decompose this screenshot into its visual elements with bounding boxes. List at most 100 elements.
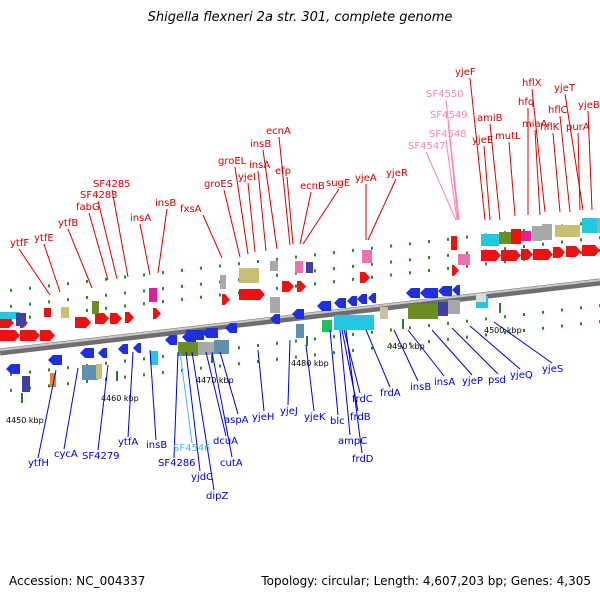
gene-label[interactable]: hflX (522, 78, 542, 89)
feature-box[interactable] (532, 226, 542, 241)
gene-label[interactable]: SF4548 (429, 129, 467, 140)
reverse-gene-arrow[interactable] (118, 344, 128, 354)
gene-label[interactable]: fxsA (180, 204, 202, 215)
reverse-gene-arrow[interactable] (334, 298, 346, 308)
reverse-gene-arrow[interactable] (270, 314, 280, 324)
gene-label[interactable]: SF4550 (426, 89, 464, 100)
feature-box[interactable] (322, 320, 332, 332)
gene-label[interactable]: SF4283 (80, 190, 118, 201)
feature-box[interactable] (582, 218, 597, 233)
feature-box[interactable] (92, 301, 99, 314)
gene-label[interactable]: ytfH (28, 458, 49, 469)
gene-label[interactable]: insB (410, 382, 431, 393)
reverse-gene-arrow[interactable] (6, 364, 20, 374)
gene-label[interactable]: yjeH (252, 412, 274, 423)
gene-label[interactable]: yjeS (542, 364, 563, 375)
gene-label[interactable]: hflK (540, 122, 560, 133)
forward-gene-arrow[interactable] (153, 308, 161, 319)
gene-label[interactable]: yjeA (355, 173, 377, 184)
gene-label[interactable]: sugE (326, 178, 350, 189)
feature-box[interactable] (214, 340, 229, 354)
feature-box[interactable] (22, 376, 30, 392)
forward-gene-arrow[interactable] (75, 317, 91, 328)
gene-label[interactable]: yjeB (578, 100, 600, 111)
gene-label[interactable]: yjeQ (510, 370, 533, 381)
gene-label[interactable]: yjeJ (280, 406, 298, 417)
feature-box[interactable] (270, 261, 278, 271)
feature-box[interactable] (521, 231, 531, 241)
forward-gene-arrow[interactable] (282, 281, 294, 292)
feature-box[interactable] (542, 224, 552, 240)
forward-gene-arrow[interactable] (297, 281, 306, 292)
feature-box[interactable] (198, 342, 214, 355)
forward-gene-arrow[interactable] (40, 330, 55, 341)
gene-label[interactable]: insA (434, 377, 455, 388)
gene-label[interactable]: SF4546 (173, 443, 211, 454)
gene-label[interactable]: cutA (220, 458, 243, 469)
feature-box[interactable] (481, 234, 499, 246)
feature-box[interactable] (597, 218, 600, 233)
forward-gene-arrow[interactable] (222, 294, 230, 305)
forward-gene-arrow[interactable] (533, 249, 553, 260)
reverse-gene-arrow[interactable] (368, 293, 376, 303)
feature-box[interactable] (306, 262, 313, 273)
forward-gene-arrow[interactable] (125, 312, 134, 323)
gene-label[interactable]: ytfF (10, 238, 29, 249)
forward-gene-arrow[interactable] (20, 330, 40, 341)
reverse-gene-arrow[interactable] (80, 348, 94, 358)
gene-label[interactable]: yjeK (304, 412, 326, 423)
gene-label[interactable]: SF4549 (430, 110, 468, 121)
forward-gene-arrow[interactable] (110, 313, 122, 324)
forward-gene-arrow[interactable] (582, 245, 600, 256)
feature-box[interactable] (82, 365, 98, 380)
gene-label[interactable]: ytfA (118, 437, 138, 448)
forward-gene-arrow[interactable] (521, 249, 533, 260)
feature-box[interactable] (50, 373, 56, 387)
forward-gene-arrow[interactable] (501, 250, 521, 261)
feature-box[interactable] (362, 250, 372, 263)
forward-gene-arrow[interactable] (566, 246, 581, 257)
gene-label[interactable]: frdA (380, 388, 401, 399)
gene-label[interactable]: fabG (76, 202, 100, 213)
forward-gene-arrow[interactable] (553, 247, 565, 258)
feature-box[interactable] (476, 294, 486, 302)
feature-box[interactable] (295, 261, 303, 273)
forward-gene-arrow[interactable] (452, 265, 459, 276)
gene-label[interactable]: ecnA (266, 126, 291, 137)
reverse-gene-arrow[interactable] (347, 296, 357, 306)
feature-box[interactable] (334, 315, 374, 330)
gene-label[interactable]: hfq (518, 97, 534, 108)
feature-box[interactable] (270, 297, 280, 313)
reverse-gene-arrow[interactable] (48, 355, 62, 365)
feature-box[interactable] (44, 308, 51, 317)
gene-label[interactable]: dcuA (213, 436, 238, 447)
gene-label[interactable]: groEL (218, 156, 247, 167)
feature-box[interactable] (380, 307, 388, 319)
gene-label[interactable]: yjeP (462, 376, 483, 387)
gene-label[interactable]: yjeI (238, 172, 256, 183)
reverse-gene-arrow[interactable] (438, 286, 452, 296)
forward-gene-arrow[interactable] (95, 313, 109, 324)
gene-label[interactable]: aspA (224, 415, 249, 426)
gene-label[interactable]: yjeF (455, 67, 476, 78)
feature-box[interactable] (296, 324, 304, 338)
gene-label[interactable]: groES (204, 179, 233, 190)
gene-label[interactable]: insA (130, 213, 151, 224)
feature-box[interactable] (451, 236, 457, 250)
forward-gene-arrow[interactable] (360, 272, 370, 283)
forward-gene-arrow[interactable] (239, 289, 265, 300)
gene-label[interactable]: SF4286 (158, 458, 196, 469)
reverse-gene-arrow[interactable] (357, 294, 367, 304)
feature-box[interactable] (499, 232, 511, 244)
reverse-gene-arrow[interactable] (406, 288, 420, 298)
gene-label[interactable]: amiB (477, 113, 503, 124)
gene-label[interactable]: efp (275, 166, 291, 177)
gene-label[interactable]: insB (146, 440, 167, 451)
reverse-gene-arrow[interactable] (420, 288, 438, 298)
feature-box[interactable] (555, 225, 580, 237)
gene-label[interactable]: miaA (522, 119, 548, 130)
reverse-gene-arrow[interactable] (98, 348, 107, 358)
reverse-gene-arrow[interactable] (165, 335, 177, 345)
gene-label[interactable]: ampC (338, 436, 367, 447)
feature-box[interactable] (150, 351, 158, 365)
